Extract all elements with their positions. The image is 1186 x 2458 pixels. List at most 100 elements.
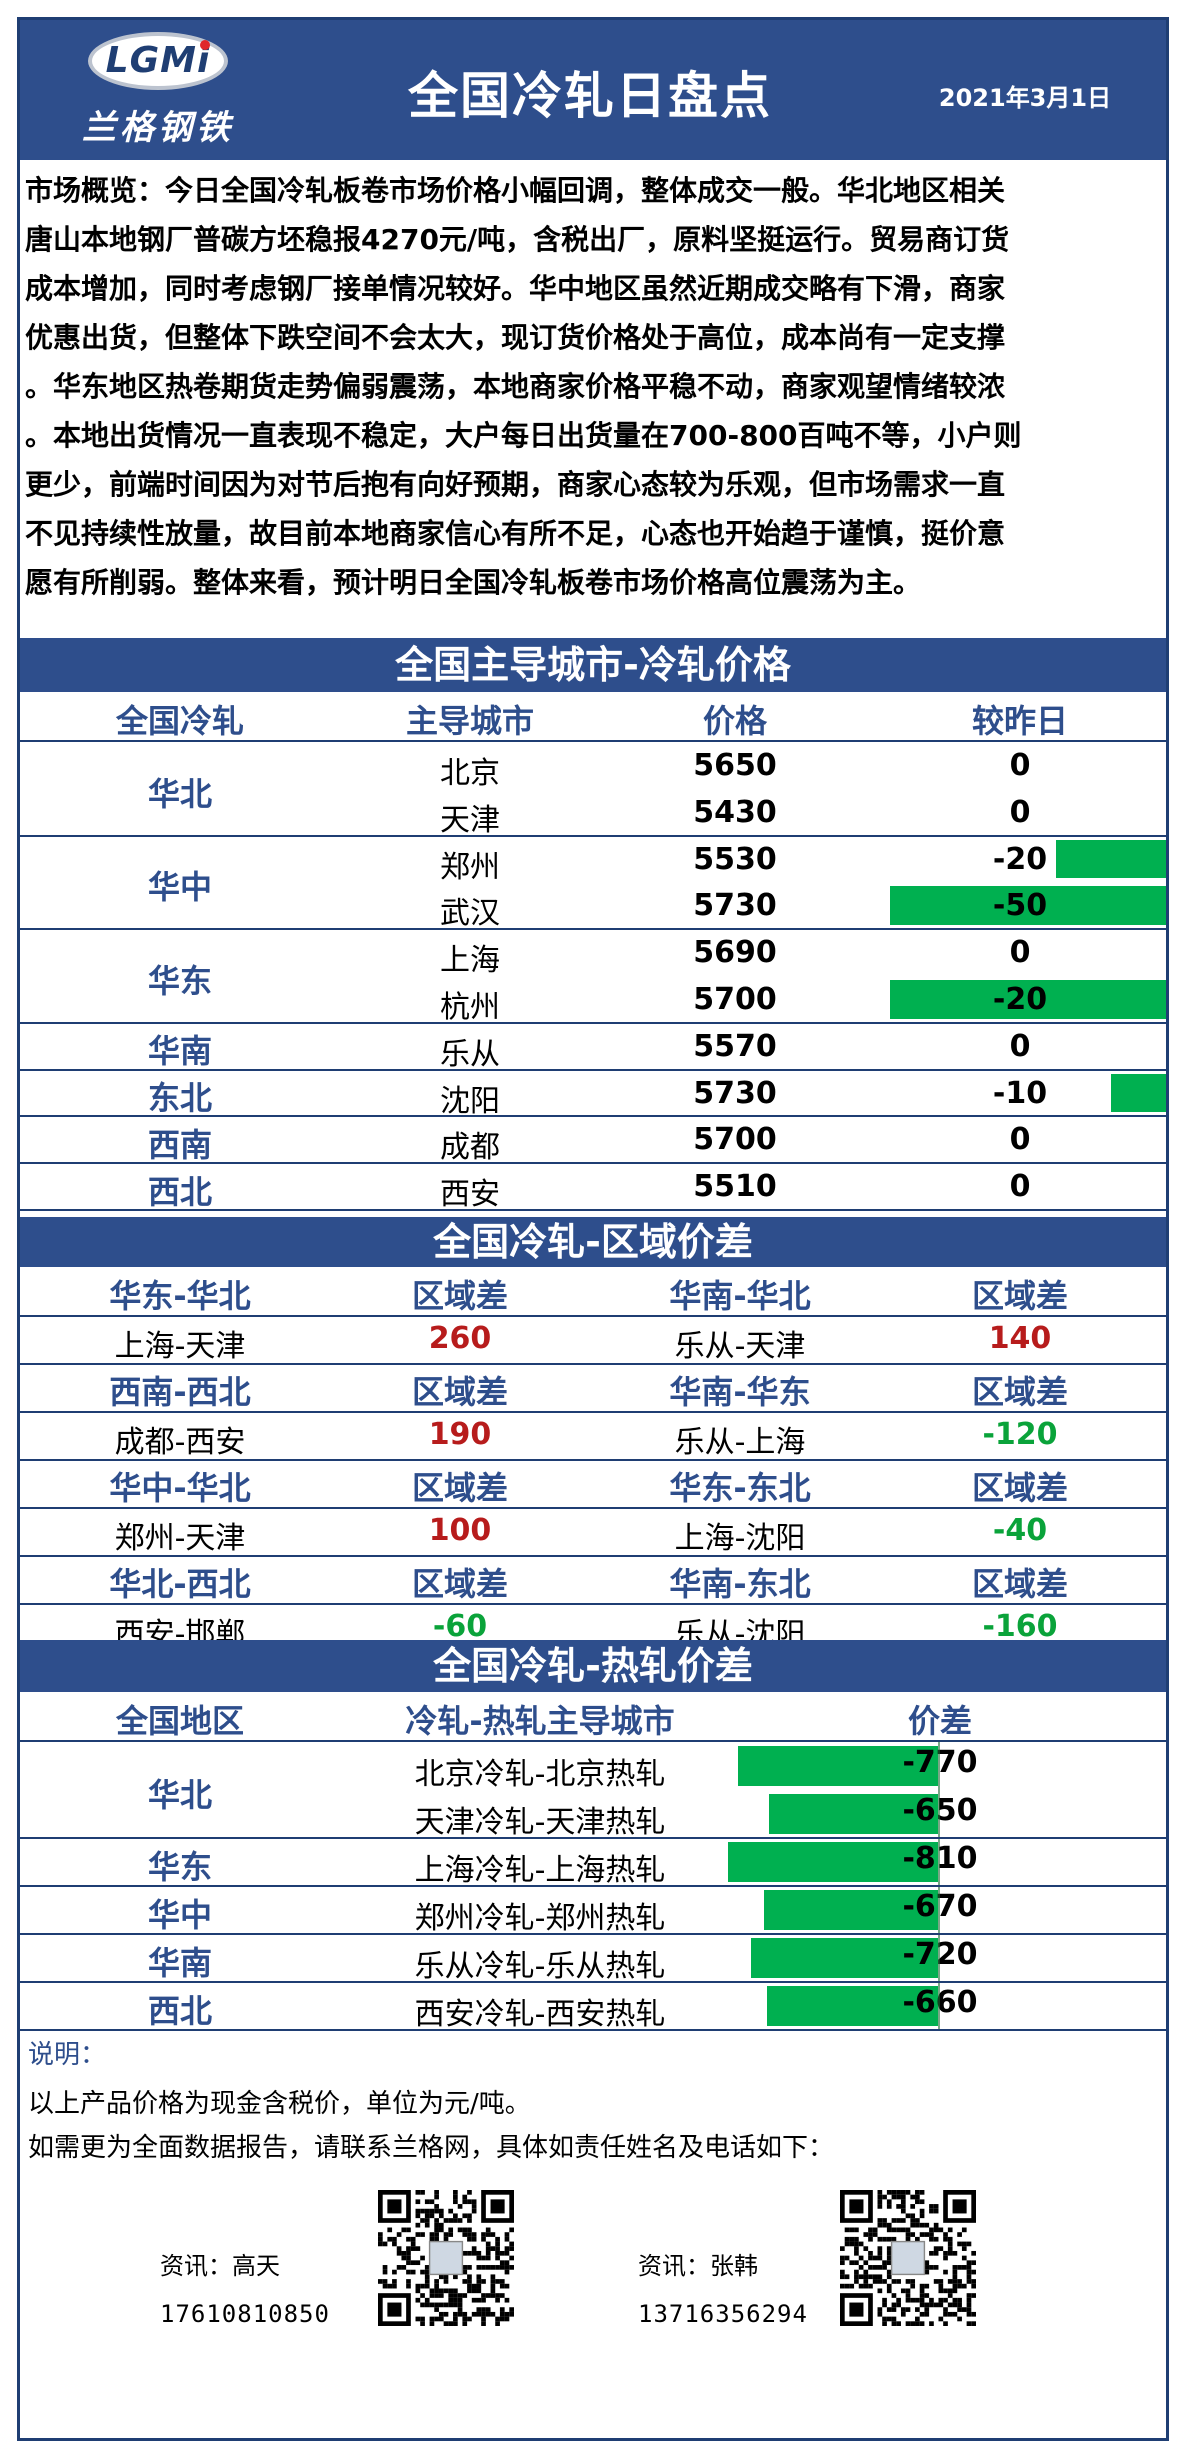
city-name: 北京 <box>440 756 500 791</box>
city-name: 西安 <box>440 1177 500 1213</box>
row-divider <box>20 1115 1166 1118</box>
cold-hot-diff-value: -670 <box>880 1889 1000 1924</box>
city-price: 5430 <box>693 794 777 830</box>
price-change: -20 <box>992 982 1048 1017</box>
region-pair-header: 华南-华东 <box>669 1373 811 1411</box>
region-name: 华中 <box>147 868 212 907</box>
cold-hot-pair: 乐从冷轧-乐从热轧 <box>414 1949 666 1984</box>
region-name: 华中 <box>147 1896 212 1934</box>
overview-line: 唐山本地钢厂普碳方坯稳报4270元/吨，含税出厂，原料坚挺运行。贸易商订货 <box>25 223 1010 256</box>
row-divider <box>20 1981 1166 1983</box>
row-divider <box>20 1363 1166 1365</box>
region-diff-value: 260 <box>428 1321 492 1356</box>
price-change: 0 <box>1009 748 1031 783</box>
city-pair: 乐从-上海 <box>674 1425 806 1460</box>
logo-text: LGMi <box>105 40 211 81</box>
region-name: 东北 <box>147 1079 212 1117</box>
region-pair-header: 华南-东北 <box>669 1565 811 1603</box>
region-pair-header: 华中-华北 <box>109 1469 251 1507</box>
row-divider <box>20 928 1166 931</box>
price-change: 0 <box>1009 935 1031 971</box>
market-overview: 市场概览：今日全国冷轧板卷市场价格小幅回调，整体成交一般。华北地区相关 唐山本地钢… <box>25 166 1163 607</box>
cold-hot-diff-value: -720 <box>880 1937 1000 1972</box>
overview-line: 成本增加，同时考虑钢厂接单情况较好。华中地区虽然近期成交略有下滑，商家 <box>25 272 1006 305</box>
row-divider <box>20 740 1166 742</box>
section-3-col-header: 冷轧-热轧主导城市 <box>405 1702 675 1740</box>
overview-line: 更少，前端时间因为对节后抱有向好预期，商家心态较为乐观，但市场需求一直 <box>25 468 1006 501</box>
notes-label: 说明： <box>28 2040 107 2070</box>
city-name: 成都 <box>440 1130 500 1166</box>
region-diff-value: 100 <box>428 1513 492 1548</box>
region-name: 华东 <box>147 1848 212 1886</box>
region-diff-value: 140 <box>988 1321 1052 1356</box>
overview-line: 。本地出货情况一直表现不稳定，大户每日出货量在700-800百吨不等，小户则 <box>25 419 1022 452</box>
cold-hot-pair: 北京冷轧-北京热轧 <box>414 1757 666 1792</box>
region-diff-value: -120 <box>982 1417 1058 1452</box>
price-change: -10 <box>992 1075 1048 1111</box>
section-3-col-header: 全国地区 <box>115 1702 244 1740</box>
region-name: 华北 <box>147 774 212 813</box>
row-divider <box>20 1021 1166 1024</box>
city-price: 5730 <box>693 888 777 924</box>
city-price: 5730 <box>693 1075 777 1111</box>
row-divider <box>20 1068 1166 1071</box>
diff-header: 区域差 <box>411 1469 508 1507</box>
city-name: 武汉 <box>440 896 500 932</box>
contact-2-phone: 13716356294 <box>638 2300 808 2328</box>
row-divider <box>20 1555 1166 1557</box>
city-name: 上海 <box>440 943 500 979</box>
diff-header: 区域差 <box>411 1373 508 1411</box>
price-change: -50 <box>992 888 1048 924</box>
diff-header: 区域差 <box>411 1277 508 1315</box>
diff-header: 区域差 <box>971 1565 1068 1603</box>
diff-bar <box>738 1746 938 1786</box>
section-3-title: 全国冷轧-热轧价差 <box>20 1640 1166 1692</box>
diff-bar <box>728 1842 938 1882</box>
region-pair-header: 华东-华北 <box>109 1277 251 1315</box>
region-pair-header: 西南-西北 <box>109 1373 251 1411</box>
city-price: 5690 <box>693 935 777 971</box>
diff-bar <box>764 1890 938 1930</box>
city-pair: 上海-天津 <box>114 1329 246 1364</box>
cold-hot-pair: 天津冷轧-天津热轧 <box>414 1805 666 1840</box>
qr-code-1-icon <box>378 2190 514 2326</box>
diff-bar <box>751 1938 938 1978</box>
price-change: -20 <box>992 841 1048 877</box>
change-bar <box>890 980 1166 1019</box>
city-price: 5570 <box>693 1028 777 1064</box>
notes-line-2: 如需更为全面数据报告，请联系兰格网，具体如责任姓名及电话如下： <box>28 2133 835 2163</box>
diff-header: 区域差 <box>411 1565 508 1603</box>
city-price: 5530 <box>693 841 777 877</box>
region-name: 西北 <box>147 1172 212 1211</box>
city-pair: 郑州-天津 <box>114 1521 246 1556</box>
region-name: 华南 <box>147 1032 212 1071</box>
section-1-col-header: 主导城市 <box>405 702 534 740</box>
row-divider <box>20 1603 1166 1605</box>
row-divider <box>20 1162 1166 1165</box>
region-name: 华东 <box>147 962 212 1000</box>
cold-hot-diff-value: -660 <box>880 1985 1000 2020</box>
section-1-col-header: 较昨日 <box>971 702 1068 740</box>
city-name: 沈阳 <box>440 1083 500 1119</box>
overview-line: 。华东地区热卷期货走势偏弱震荡，本地商家价格平稳不动，商家观望情绪较浓 <box>25 370 1006 403</box>
change-bar <box>1110 1073 1166 1113</box>
diff-header: 区域差 <box>971 1373 1068 1411</box>
city-price: 5510 <box>693 1169 777 1205</box>
row-divider <box>20 1411 1166 1413</box>
price-change: 0 <box>1009 1028 1031 1064</box>
city-pair: 上海-沈阳 <box>674 1521 806 1556</box>
overview-line: 愿有所削弱。整体来看，预计明日全国冷轧板卷市场价格高位震荡为主。 <box>25 566 922 599</box>
row-divider <box>20 1209 1166 1211</box>
diff-header: 区域差 <box>971 1469 1068 1507</box>
qr-code-2-icon <box>840 2190 976 2326</box>
change-bar <box>1055 839 1166 879</box>
region-diff-value: 190 <box>428 1417 492 1452</box>
row-divider <box>20 1837 1166 1839</box>
city-pair: 乐从-天津 <box>674 1329 806 1364</box>
region-name: 华北 <box>147 1776 212 1814</box>
city-pair: 成都-西安 <box>114 1425 246 1460</box>
cold-hot-pair: 郑州冷轧-郑州热轧 <box>414 1901 666 1936</box>
region-pair-header: 华北-西北 <box>109 1565 251 1603</box>
region-name: 西北 <box>147 1992 212 2030</box>
row-divider <box>20 1885 1166 1887</box>
